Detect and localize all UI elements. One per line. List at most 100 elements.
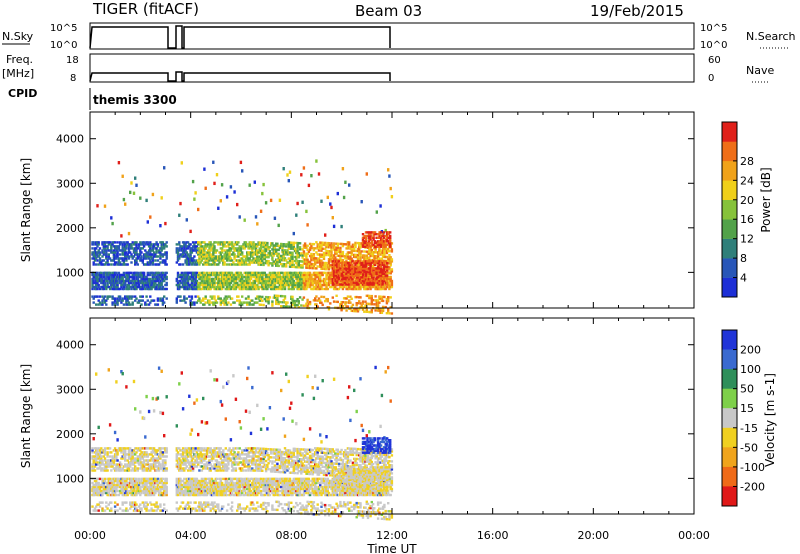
power-cell [155, 279, 158, 283]
power-cell [300, 287, 303, 291]
power-cell [152, 251, 156, 254]
power-cell [189, 277, 192, 281]
power-cell [136, 271, 139, 275]
velocity-cell [97, 455, 100, 458]
power-cell [108, 257, 112, 260]
power-cell [125, 259, 128, 262]
power-cell [306, 223, 309, 227]
velocity-cell [100, 483, 103, 487]
power-cell [334, 260, 337, 263]
power-cell [111, 251, 114, 254]
power-cell [224, 255, 227, 258]
power-cell [200, 259, 204, 262]
velocity-cell [100, 455, 103, 458]
power-cell [312, 287, 316, 291]
power-cell [164, 283, 167, 287]
power-cell [135, 261, 138, 264]
power-cell [249, 281, 253, 285]
power-cell [198, 263, 201, 266]
power-cell [225, 255, 229, 258]
velocity-cell [92, 493, 95, 497]
power-cell [295, 277, 298, 281]
power-cell [207, 273, 210, 277]
power-cell [350, 253, 353, 256]
velocity-cell [91, 451, 94, 454]
power-cell [247, 281, 250, 285]
power-cell [303, 273, 307, 277]
power-cell [101, 279, 104, 283]
power-cell [127, 249, 131, 252]
power-cell [117, 275, 121, 279]
power-cell [230, 243, 234, 246]
power-cell [198, 273, 201, 277]
power-cell [141, 247, 144, 250]
power-cell [267, 273, 270, 277]
power-cell [223, 261, 226, 264]
power-cell [269, 285, 273, 289]
power-cell [183, 251, 186, 254]
power-cell [157, 281, 161, 285]
power-cell [208, 299, 211, 302]
power-cell [321, 271, 324, 275]
velocity-cell [134, 485, 137, 489]
power-cell [233, 277, 236, 281]
power-cell [320, 245, 323, 248]
velocity-cell [126, 509, 129, 512]
power-cell [379, 270, 383, 274]
power-cell [213, 295, 216, 298]
power-cell [139, 253, 142, 256]
power-cell [358, 242, 361, 245]
power-cell [131, 295, 134, 298]
velocity-cell [95, 491, 98, 495]
power-cell [249, 277, 253, 281]
power-cell [241, 253, 244, 256]
power-cell [348, 283, 351, 286]
power-cell [373, 257, 376, 260]
power-cell [271, 304, 274, 307]
power-cell [161, 243, 165, 246]
power-cell [330, 242, 333, 245]
power-cell [345, 263, 348, 267]
power-cell [219, 257, 222, 260]
power-cell [341, 252, 345, 256]
power-cell [360, 269, 363, 272]
power-cell [340, 301, 343, 304]
power-cell [280, 258, 283, 262]
power-cell [176, 273, 180, 277]
power-cell [204, 295, 207, 298]
power-cell [159, 285, 162, 289]
power-cell [306, 244, 309, 247]
power-cell [234, 249, 238, 252]
power-cell [354, 263, 357, 267]
power-cell [381, 309, 385, 313]
power-cell [218, 281, 221, 285]
power-cell [345, 281, 348, 285]
power-cell [366, 270, 369, 274]
power-cell [382, 245, 386, 248]
power-cell [367, 241, 371, 245]
power-cell [320, 249, 323, 252]
power-cell [140, 247, 143, 250]
power-cell [186, 287, 190, 291]
power-cell [280, 294, 283, 298]
power-cell [340, 283, 344, 286]
power-cell [293, 275, 297, 279]
power-cell [213, 303, 216, 306]
power-cell [134, 261, 137, 264]
power-cell [358, 287, 361, 291]
power-cell [183, 271, 186, 275]
velocity-cell [116, 459, 119, 462]
power-cell [317, 257, 321, 260]
power-cell [316, 279, 319, 283]
power-cell [191, 277, 195, 281]
power-cell [213, 261, 216, 264]
power-cell [386, 236, 389, 239]
power-cell [154, 273, 157, 277]
power-cell [203, 277, 206, 281]
power-cell [103, 247, 107, 250]
power-cell [389, 245, 392, 248]
power-cell [186, 241, 190, 244]
power-cell [210, 263, 214, 266]
power-cell [224, 299, 227, 302]
power-cell [127, 273, 131, 277]
